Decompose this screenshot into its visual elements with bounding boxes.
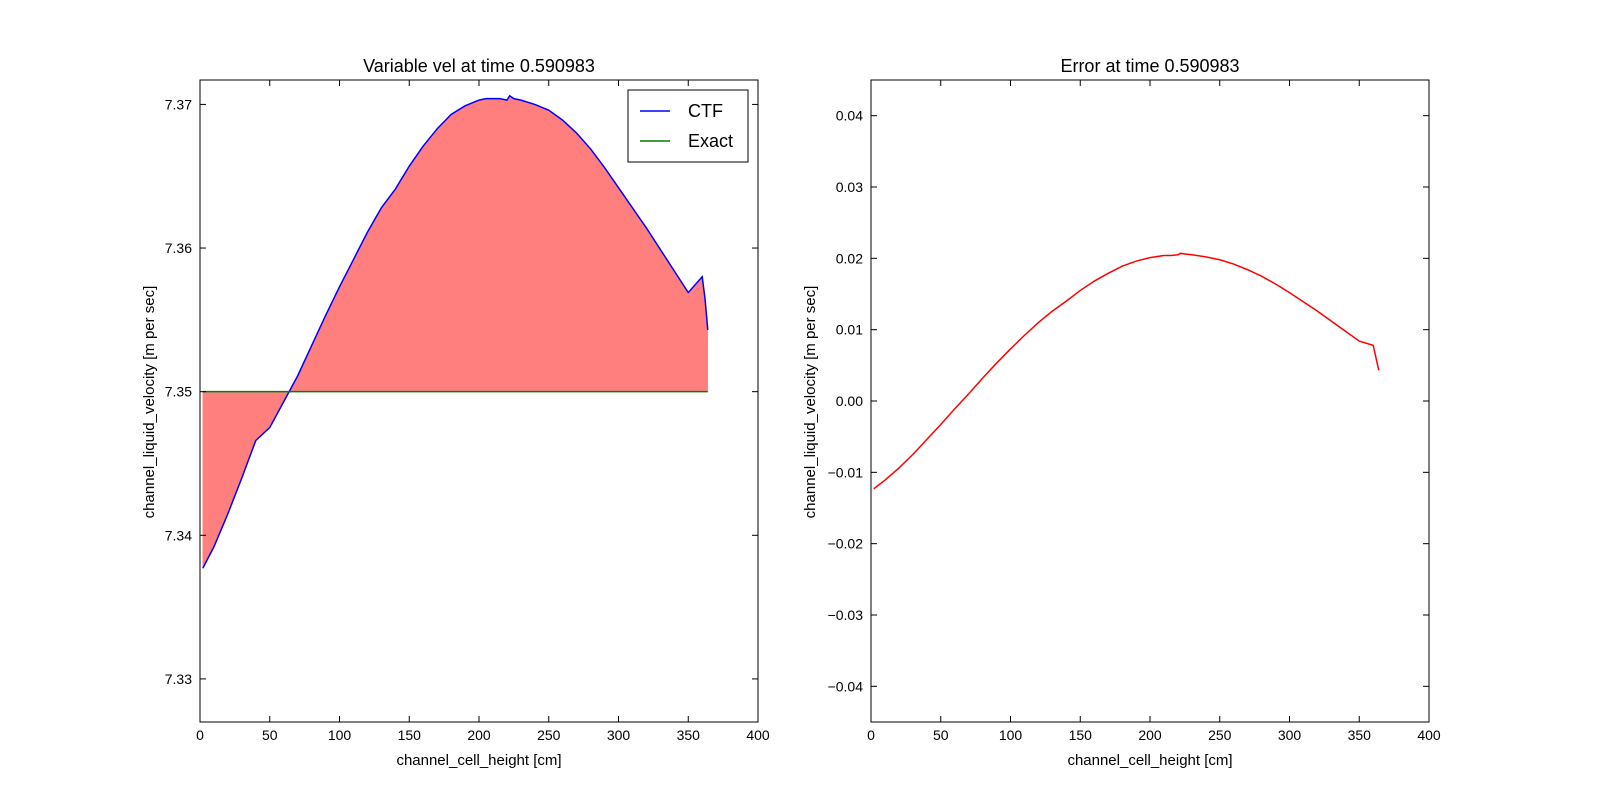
velocity-chart: Variable vel at time 0.590983 channel_ce…	[141, 56, 770, 769]
x-tick-label: 150	[398, 727, 422, 743]
y-tick-label: 7.36	[165, 240, 192, 256]
plot-frame	[870, 79, 1430, 723]
legend-label-exact: Exact	[688, 131, 733, 151]
y-tick-label: −0.02	[828, 536, 864, 552]
y-tick-label: 0.01	[836, 322, 863, 338]
x-tick-label: 200	[1138, 727, 1162, 743]
y-tick-label: 0.04	[836, 108, 863, 124]
chart-title: Variable vel at time 0.590983	[363, 56, 595, 76]
x-axis-label: channel_cell_height [cm]	[396, 752, 561, 769]
x-tick-label: 300	[607, 727, 631, 743]
y-tick-label: −0.03	[828, 607, 864, 623]
x-tick-label: 400	[746, 727, 770, 743]
x-tick-label: 50	[262, 727, 278, 743]
y-tick-label: −0.04	[828, 678, 864, 694]
x-tick-label: 400	[1417, 727, 1441, 743]
error-chart: Error at time 0.590983 channel_cell_heig…	[802, 56, 1441, 769]
x-tick-label: 50	[933, 727, 949, 743]
chart-title: Error at time 0.590983	[1060, 56, 1239, 76]
x-tick-label: 150	[1069, 727, 1093, 743]
y-tick-label: −0.01	[828, 464, 864, 480]
x-tick-label: 250	[537, 727, 561, 743]
y-tick-label: 7.37	[165, 96, 192, 112]
y-tick-label: 0.02	[836, 250, 863, 266]
x-tick-label: 0	[196, 727, 204, 743]
x-tick-label: 100	[328, 727, 352, 743]
x-tick-label: 350	[1348, 727, 1372, 743]
legend-label-ctf: CTF	[688, 101, 723, 121]
y-tick-label: 7.33	[165, 671, 192, 687]
plot-frame	[199, 79, 759, 723]
error-series-line	[873, 252, 1380, 490]
x-tick-label: 300	[1278, 727, 1302, 743]
x-tick-label: 100	[999, 727, 1023, 743]
x-axis-label: channel_cell_height [cm]	[1067, 752, 1232, 769]
y-tick-label: 0.00	[836, 393, 863, 409]
x-tick-label: 200	[467, 727, 491, 743]
x-tick-label: 250	[1208, 727, 1232, 743]
x-tick-label: 0	[867, 727, 875, 743]
y-axis-label: channel_liquid_velocity [m per sec]	[802, 286, 819, 519]
ctf-series-line	[202, 94, 709, 569]
legend-box	[627, 89, 749, 163]
y-axis-label: channel_liquid_velocity [m per sec]	[141, 286, 158, 519]
y-tick-label: 0.03	[836, 179, 863, 195]
y-tick-label: 7.35	[165, 384, 192, 400]
y-tick-label: 7.34	[165, 527, 192, 543]
x-tick-label: 350	[677, 727, 701, 743]
